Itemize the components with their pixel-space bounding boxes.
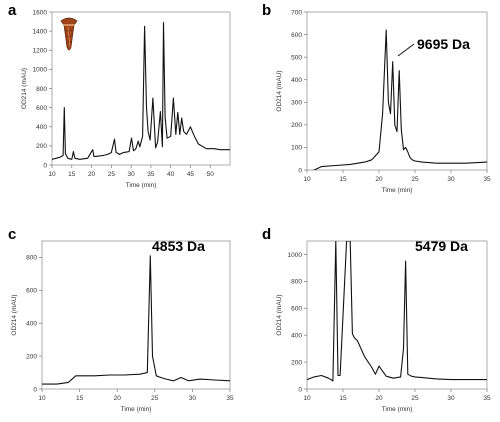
y-tick-label: 600 (291, 306, 302, 313)
x-axis-label: Time (min) (126, 182, 157, 189)
x-tick-label: 15 (76, 395, 84, 402)
y-tick-label: 800 (26, 255, 37, 262)
y-tick-label: 1000 (288, 252, 303, 259)
x-tick-label: 15 (339, 395, 347, 402)
y-tick-label: 100 (291, 145, 302, 152)
chromatogram-line (312, 29, 487, 170)
y-tick-label: 1400 (33, 28, 48, 35)
y-tick-label: 200 (291, 359, 302, 366)
x-tick-label: 10 (48, 171, 56, 178)
y-tick-label: 1000 (33, 67, 48, 74)
cone-snail-shell-icon (60, 17, 78, 51)
y-tick-label: 200 (26, 353, 37, 360)
y-axis-label: OD214 (mAU) (11, 294, 18, 335)
y-tick-label: 300 (291, 100, 302, 107)
y-axis-label: OD214 (mAU) (21, 68, 28, 109)
mass-annotation: 4853 Da (152, 238, 205, 254)
x-tick-label: 10 (38, 395, 46, 402)
y-tick-label: 600 (26, 288, 37, 295)
x-tick-label: 45 (187, 171, 195, 178)
y-axis-label: OD214 (mAU) (276, 70, 283, 111)
x-tick-label: 35 (483, 176, 491, 183)
y-tick-label: 200 (291, 122, 302, 129)
y-tick-label: 1200 (33, 48, 48, 55)
x-tick-label: 20 (375, 395, 383, 402)
x-tick-label: 25 (151, 395, 159, 402)
plot-frame (41, 240, 231, 390)
y-tick-label: 1600 (33, 9, 48, 16)
annotation-leader (397, 43, 415, 57)
x-tick-label: 25 (411, 176, 419, 183)
x-tick-label: 30 (189, 395, 197, 402)
x-tick-label: 20 (88, 171, 96, 178)
x-tick-label: 50 (207, 171, 215, 178)
chart-panel-d: d 10 15 20 25 30 35 0 200 400 600 800 1000 Time (min)… (262, 226, 491, 413)
x-tick-label: 35 (226, 395, 234, 402)
y-tick-label: 0 (298, 167, 302, 174)
x-tick-label: 35 (147, 171, 155, 178)
x-tick-label: 30 (127, 171, 135, 178)
mass-annotation: 9695 Da (417, 36, 470, 52)
mass-annotation: 5479 Da (415, 238, 468, 254)
y-tick-label: 400 (26, 321, 37, 328)
y-tick-label: 700 (291, 9, 302, 16)
plot-frame (306, 240, 488, 390)
x-axis-label: Time (min) (121, 406, 152, 413)
chart-panel-c: c 10 15 20 25 30 35 0 200 400 600 800 Time (min) OD21… (8, 226, 234, 413)
x-axis-label: Time (min) (382, 187, 413, 194)
x-tick-label: 15 (68, 171, 76, 178)
x-tick-label: 20 (375, 176, 383, 183)
chart-panel-b: b 10 15 20 25 30 35 0 100 200 300 400 500 600 700 Time … (262, 2, 491, 194)
x-tick-label: 30 (447, 176, 455, 183)
plot-frame (306, 11, 488, 171)
chart-panel-a: a 10 15 20 25 30 35 40 45 50 0 200 400 600 800 1000 1200… (8, 2, 231, 189)
x-tick-label: 25 (108, 171, 116, 178)
x-axis-label: Time (min) (382, 406, 413, 413)
y-tick-label: 0 (298, 386, 302, 393)
panel-letter: c (8, 226, 16, 243)
y-tick-label: 400 (291, 77, 302, 84)
y-axis-label: OD214 (mAU) (276, 294, 283, 335)
y-tick-label: 200 (36, 143, 47, 150)
y-tick-label: 500 (291, 54, 302, 61)
panel-letter: b (262, 2, 271, 19)
x-tick-label: 40 (167, 171, 175, 178)
y-tick-label: 0 (33, 386, 37, 393)
chromatogram-line (52, 21, 230, 160)
x-tick-label: 10 (303, 395, 311, 402)
chromatogram-line (307, 241, 487, 382)
x-tick-label: 20 (114, 395, 122, 402)
x-tick-label: 35 (483, 395, 491, 402)
panel-letter: d (262, 226, 271, 243)
y-tick-label: 600 (291, 32, 302, 39)
y-tick-label: 800 (36, 86, 47, 93)
x-tick-label: 25 (411, 395, 419, 402)
y-tick-label: 600 (36, 105, 47, 112)
x-tick-label: 10 (303, 176, 311, 183)
chromatogram-line (42, 255, 230, 385)
x-tick-label: 15 (339, 176, 347, 183)
panel-letter: a (8, 2, 17, 19)
y-tick-label: 800 (291, 279, 302, 286)
y-tick-label: 400 (36, 124, 47, 131)
y-tick-label: 400 (291, 332, 302, 339)
x-tick-label: 30 (447, 395, 455, 402)
y-tick-label: 0 (43, 162, 47, 169)
